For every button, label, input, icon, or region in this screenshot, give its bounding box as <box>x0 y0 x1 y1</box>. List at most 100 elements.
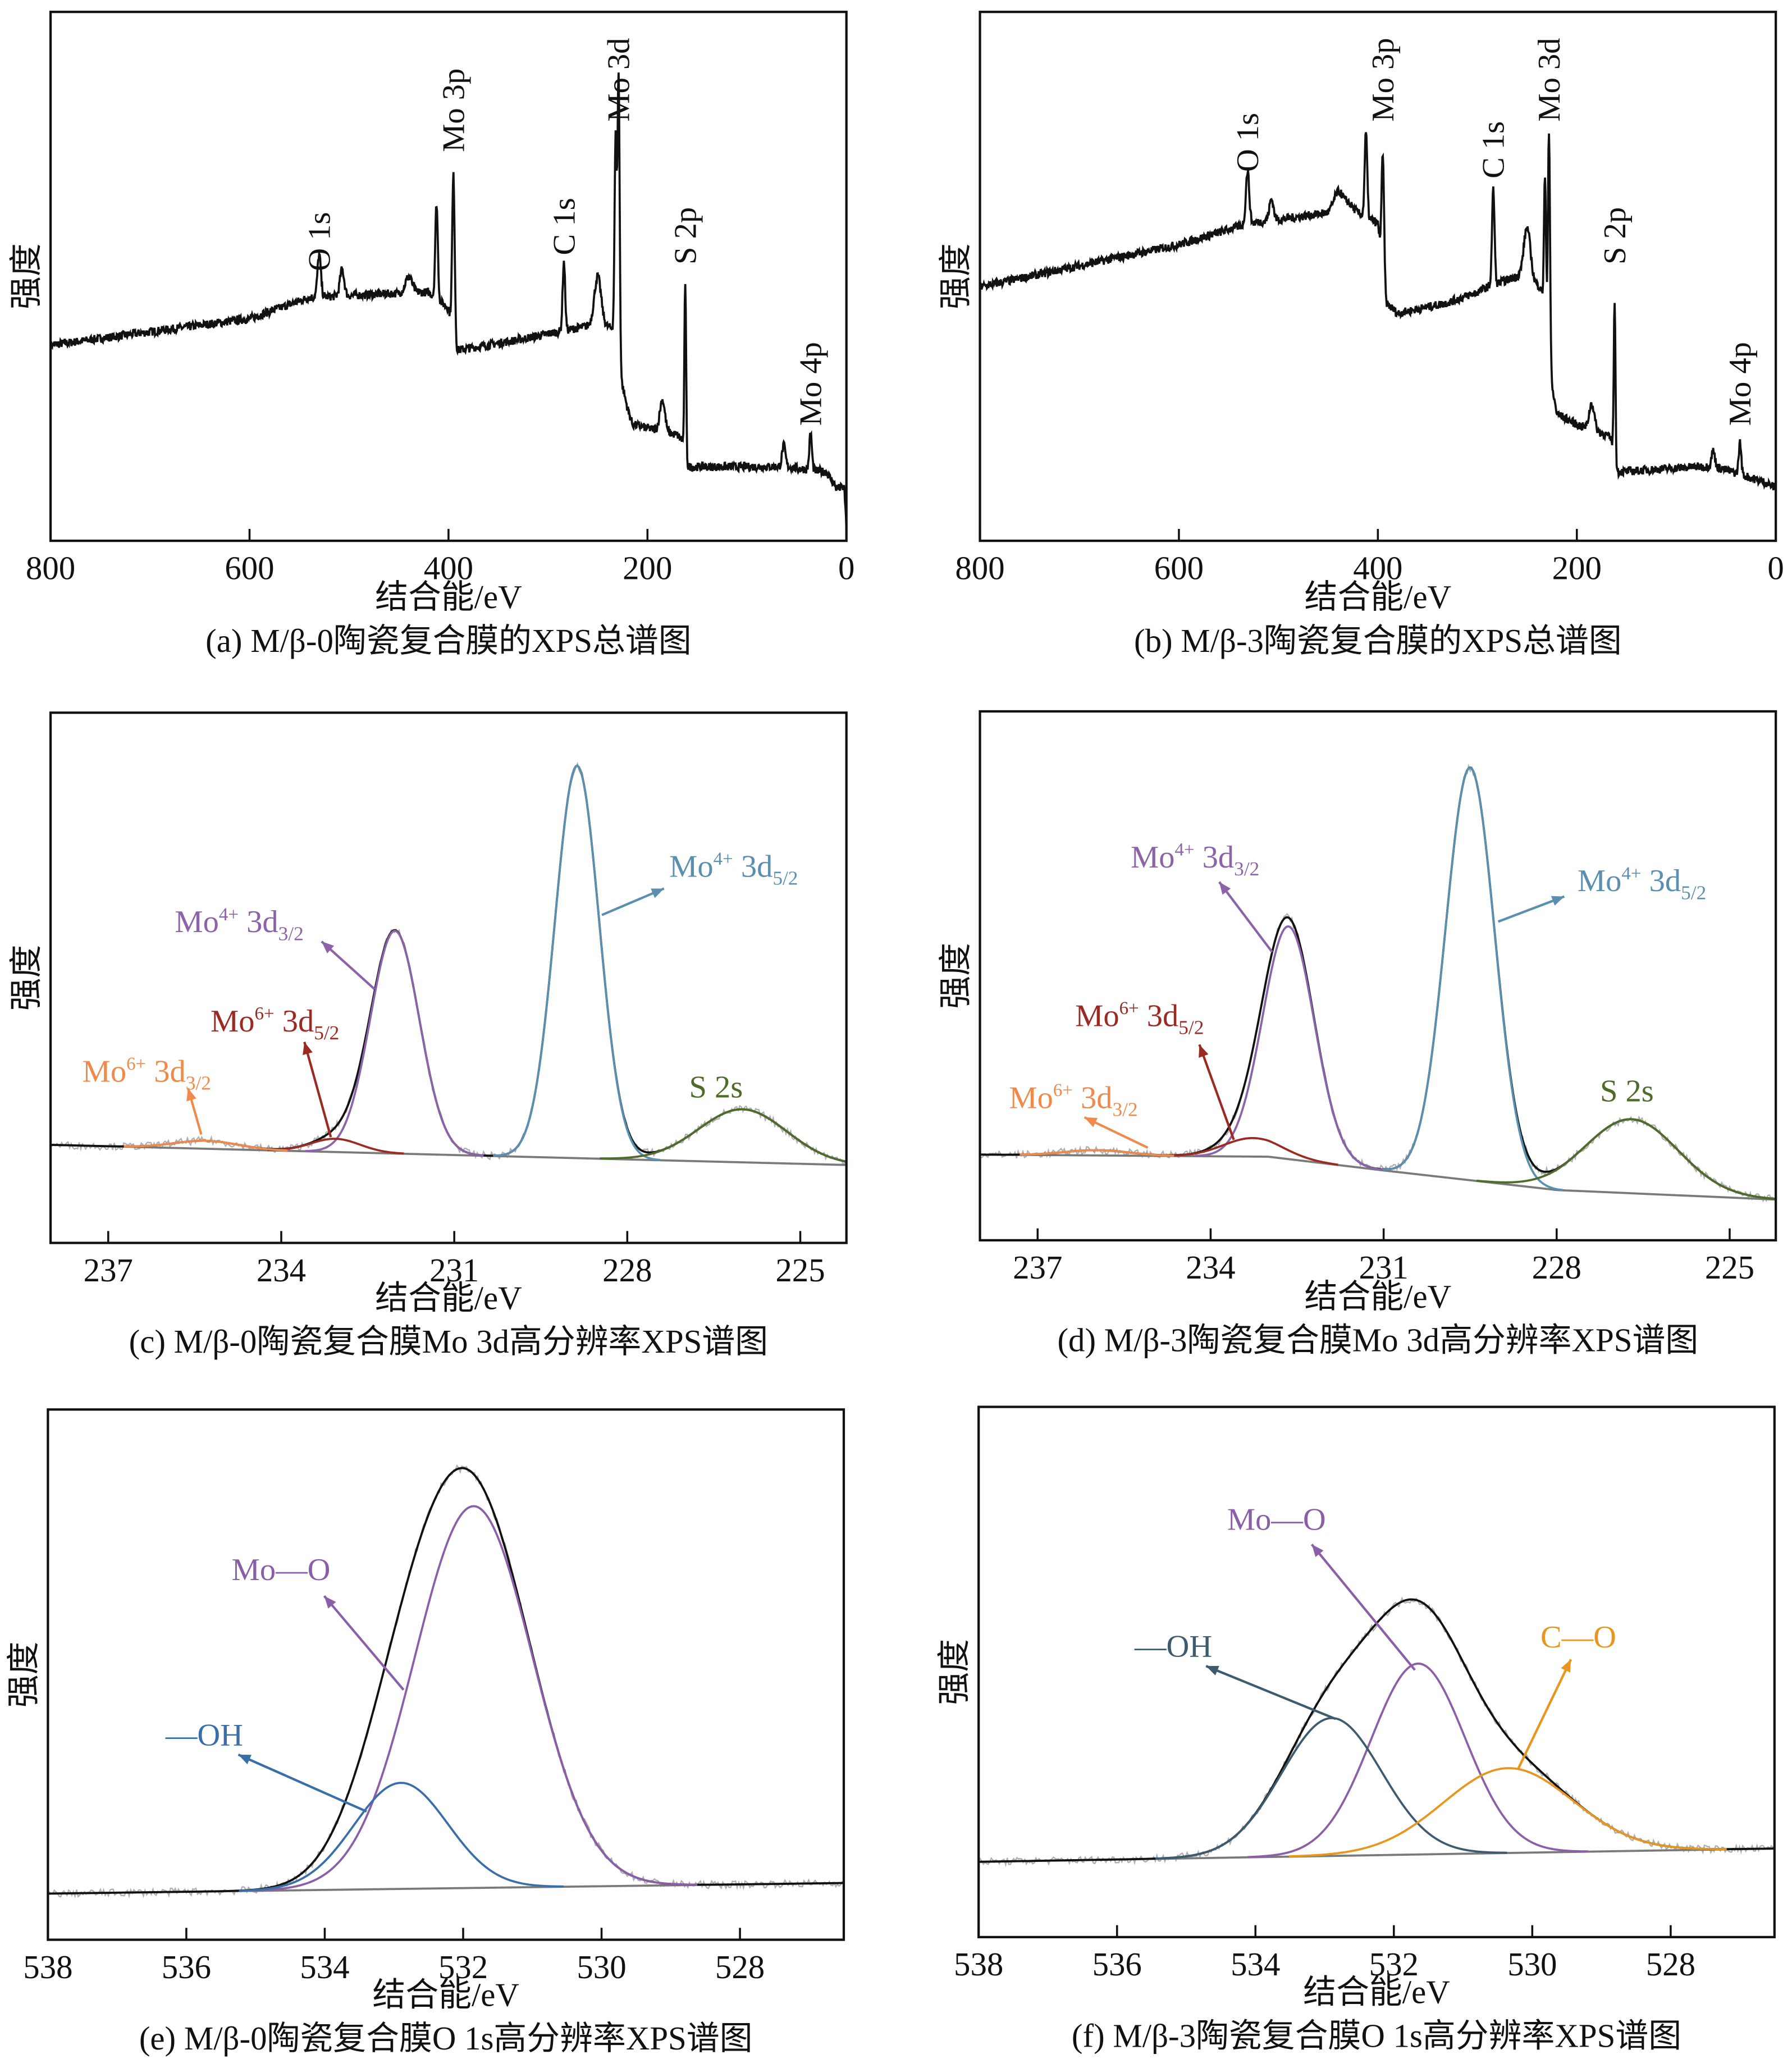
plot-frame <box>49 711 848 1244</box>
label-sub: 3/2 <box>1113 1099 1138 1121</box>
raw-data-line <box>980 764 1776 1203</box>
plot-area <box>51 72 847 532</box>
component-line-1 <box>305 929 484 1157</box>
peak-label-3: Mo 3d <box>1532 38 1567 122</box>
x-tick-label-0: 800 <box>955 550 1004 586</box>
component-line-3 <box>1020 1149 1174 1157</box>
background-line <box>51 1144 847 1166</box>
plot-frame <box>979 710 1777 1241</box>
component-line-1 <box>239 1782 564 1892</box>
x-tick-label-4: 225 <box>1705 1249 1754 1286</box>
x-axis-title: 结合能/eV <box>1305 579 1452 615</box>
label-mid: 3d <box>239 905 278 939</box>
component-line-1 <box>1195 925 1383 1171</box>
peak-label-2: C 1s <box>1476 121 1511 179</box>
label-base: Mo <box>1009 1080 1053 1115</box>
component-label-2: Mo6+ 3d5/2 <box>211 1004 339 1044</box>
component-label-1: Mo4+ 3d3/2 <box>1131 840 1259 880</box>
arrowhead-icon <box>1084 1117 1098 1127</box>
peak-label-2: C 1s <box>547 198 582 255</box>
peak-label-1: Mo 3p <box>437 69 472 152</box>
label-base: Mo—O <box>1227 1503 1326 1537</box>
spectrum-line <box>51 72 847 532</box>
peak-label-0: O 1s <box>1231 113 1265 172</box>
peak-label-1: Mo 3p <box>1366 38 1401 122</box>
plot-area <box>51 761 847 1166</box>
arrowhead-icon <box>1219 882 1231 895</box>
y-axis-title: 强度 <box>938 243 974 309</box>
annotation-arrow-0 <box>1310 1544 1416 1671</box>
component-label-0: Mo—O <box>1227 1503 1326 1537</box>
label-sub: 3/2 <box>1234 858 1259 880</box>
component-label-2: Mo6+ 3d5/2 <box>1075 998 1204 1038</box>
label-sup: 6+ <box>126 1054 146 1074</box>
component-label-0: Mo—O <box>232 1553 331 1587</box>
component-label-1: —OH <box>1134 1629 1212 1664</box>
arrowhead-icon <box>324 1596 336 1609</box>
peak-label-4: S 2p <box>1598 207 1633 264</box>
x-tick-label-4: 530 <box>1507 1946 1557 1983</box>
x-tick-label-2: 400 <box>1353 550 1402 586</box>
label-sub: 5/2 <box>1681 882 1706 903</box>
label-sup: 4+ <box>1174 840 1194 860</box>
x-tick-label-0: 800 <box>26 550 75 586</box>
component-line-0 <box>1247 1662 1589 1859</box>
label-mid: 3d <box>1641 864 1681 898</box>
label-mid: 3d <box>1073 1080 1113 1115</box>
x-tick-label-2: 534 <box>1231 1946 1280 1983</box>
peak-label-5: Mo 4p <box>1723 342 1758 426</box>
y-axis-title: 强度 <box>938 943 974 1009</box>
x-tick-label-2: 231 <box>429 1252 479 1289</box>
envelope-line <box>48 1467 844 1895</box>
x-tick-label-0: 237 <box>84 1252 133 1289</box>
label-mid: 3d <box>146 1054 186 1089</box>
arrowhead-icon <box>186 1088 196 1102</box>
annotation-arrow-0 <box>323 1595 405 1691</box>
plot-area <box>48 1464 844 1899</box>
component-line-2 <box>1168 1136 1338 1166</box>
raw-data-line <box>979 1596 1775 1868</box>
label-base: —OH <box>1134 1629 1212 1664</box>
x-tick-label-4: 225 <box>775 1252 825 1289</box>
label-sub: 5/2 <box>772 867 798 889</box>
panel-caption: (f) M/β-3陶瓷复合膜O 1s高分辨率XPS谱图 <box>1072 2017 1681 2054</box>
label-base: —OH <box>165 1718 243 1752</box>
x-tick-label-0: 538 <box>23 1949 72 1985</box>
arrowhead-icon <box>303 1042 313 1055</box>
arrowhead-icon <box>1551 896 1565 906</box>
x-tick-label-3: 228 <box>602 1252 652 1289</box>
label-sub: 3/2 <box>278 923 304 944</box>
annotation-arrow-2 <box>303 1042 332 1138</box>
label-sub: 3/2 <box>186 1072 211 1094</box>
label-base: Mo <box>211 1004 255 1039</box>
y-axis-title: 强度 <box>6 1642 42 1708</box>
label-base: Mo <box>1578 864 1622 898</box>
x-tick-label-1: 600 <box>225 550 274 586</box>
panel-e: Mo—O —OH 538 536 534 532 530 528 结合能/eV 强度 (e) M/β… <box>6 1408 845 2057</box>
plot-frame <box>977 1405 1776 1938</box>
label-base: Mo <box>1075 998 1119 1033</box>
x-tick-label-3: 200 <box>1552 550 1602 586</box>
component-line-0 <box>493 764 661 1161</box>
peak-label-4: S 2p <box>668 207 703 264</box>
panel-caption: (e) M/β-0陶瓷复合膜O 1s高分辨率XPS谱图 <box>139 2020 753 2057</box>
y-axis-title: 强度 <box>8 945 45 1011</box>
panel-caption: (d) M/β-3陶瓷复合膜Mo 3d高分辨率XPS谱图 <box>1057 1322 1698 1359</box>
arrowhead-icon <box>1561 1659 1571 1673</box>
x-tick-label-0: 538 <box>954 1946 1003 1983</box>
x-tick-label-1: 536 <box>1092 1946 1142 1983</box>
envelope-line <box>979 1598 1775 1863</box>
x-tick-label-0: 237 <box>1013 1249 1062 1286</box>
x-tick-label-1: 536 <box>162 1949 211 1985</box>
component-label-4: S 2s <box>1600 1074 1654 1109</box>
label-sup: 6+ <box>1119 998 1139 1019</box>
component-label-4: S 2s <box>689 1070 743 1105</box>
panel-caption: (b) M/β-3陶瓷复合膜的XPS总谱图 <box>1134 623 1622 659</box>
label-base: Mo—O <box>232 1553 331 1587</box>
x-axis-title: 结合能/eV <box>1305 1279 1452 1315</box>
label-base: Mo <box>83 1054 127 1089</box>
peak-label-5: Mo 4p <box>794 342 829 426</box>
x-tick-label-5: 528 <box>1646 1946 1695 1983</box>
